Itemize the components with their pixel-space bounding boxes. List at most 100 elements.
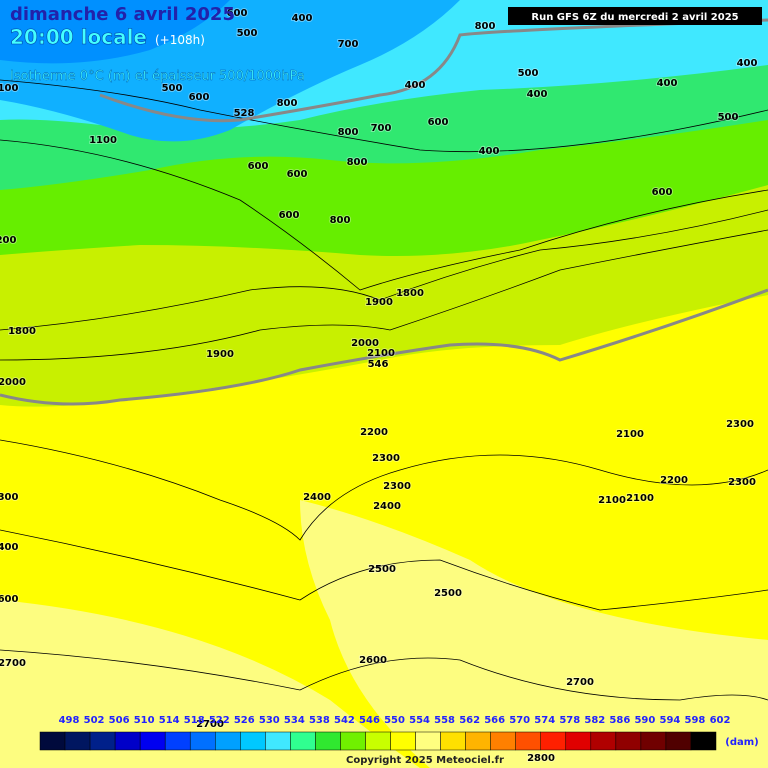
colorbar-label: 526 xyxy=(234,715,255,726)
contour-label: 2700 xyxy=(0,658,26,669)
contour-label: 600 xyxy=(287,169,308,180)
contour xyxy=(0,649,768,701)
colorbar-label: 518 xyxy=(184,715,205,726)
colorbar-swatch xyxy=(515,731,541,751)
colorbar-swatch xyxy=(590,731,617,751)
contour-label: 500 xyxy=(718,112,739,123)
contour xyxy=(0,529,768,611)
contour-label: 2600 xyxy=(359,655,387,666)
contour-label: 1100 xyxy=(89,135,117,146)
run-info: Run GFS 6Z du mercredi 2 avril 2025 xyxy=(531,12,738,23)
contour-label: 2800 xyxy=(527,753,555,764)
colorbar: 498 502 506 510 514 518 522 526 530 534 538 542 546 5… xyxy=(39,715,730,751)
contour xyxy=(0,209,768,331)
colorbar-label: 582 xyxy=(584,715,605,726)
colorbar-label: 522 xyxy=(209,715,230,726)
contours xyxy=(0,18,768,701)
colorbar-swatch xyxy=(114,731,141,751)
contour-label: 2100 xyxy=(626,493,654,504)
contour-label: 2700 xyxy=(196,719,224,730)
contour-label: 546 xyxy=(368,359,389,370)
colorbar-swatch xyxy=(390,731,416,751)
colorbar-label: 534 xyxy=(284,715,305,726)
contour-label: 1900 xyxy=(206,349,234,360)
contour-label: 2500 xyxy=(368,564,396,575)
band-pale xyxy=(300,500,768,768)
contour-label: 2500 xyxy=(434,588,462,599)
colorbar-label: 586 xyxy=(609,715,630,726)
contour-label: 1800 xyxy=(8,326,36,337)
contour-label: 2300 xyxy=(726,419,754,430)
colorbar-label: 542 xyxy=(334,715,355,726)
contour xyxy=(0,229,768,361)
colorbar-swatch xyxy=(415,731,441,751)
colorbar-swatch xyxy=(440,731,466,751)
contour-label: 2100 xyxy=(367,348,395,359)
colorbar-label: 570 xyxy=(509,715,530,726)
colorbar-unit: (dam) xyxy=(725,737,758,748)
contour-label: 400 xyxy=(657,78,678,89)
contour-label: 528 xyxy=(234,108,255,119)
contour-label: 400 xyxy=(292,13,313,24)
colorbar-swatch xyxy=(189,731,216,751)
contour-label: 2200 xyxy=(660,475,688,486)
contour-label: 300 xyxy=(0,492,18,503)
contour-label: 2000 xyxy=(0,377,26,388)
contour-label: 800 xyxy=(338,127,359,138)
colorbar-swatch xyxy=(290,731,316,751)
contour-label: 400 xyxy=(527,89,548,100)
contour-label: 2700 xyxy=(566,677,594,688)
colorbar-swatch xyxy=(265,731,291,751)
colorbar-swatch xyxy=(139,731,166,751)
contour xyxy=(0,79,768,153)
contour-label: 1800 xyxy=(396,288,424,299)
colorbar-label: 514 xyxy=(159,715,180,726)
colorbar-swatch xyxy=(690,731,717,751)
band-blue-2 xyxy=(0,0,230,64)
colorbar-label: 502 xyxy=(84,715,105,726)
contour-label: 500 xyxy=(162,83,183,94)
contour-label: 500 xyxy=(518,68,539,79)
colorbar-label: 530 xyxy=(259,715,280,726)
colorbar-label: 546 xyxy=(359,715,380,726)
colorbar-swatch xyxy=(665,731,692,751)
colorbar-label: 578 xyxy=(559,715,580,726)
contour-label: 800 xyxy=(475,21,496,32)
contour-label: 1900 xyxy=(365,297,393,308)
colorbar-swatch xyxy=(340,731,366,751)
colorbar-label: 594 xyxy=(659,715,680,726)
contour-label: 400 xyxy=(0,542,18,553)
colorbar-swatch xyxy=(89,731,116,751)
contour-labels: 600 400 500 800 700 500 400 400 400 400 500 100 500 6… xyxy=(0,7,758,765)
contour xyxy=(0,439,768,541)
contour-label: 800 xyxy=(347,157,368,168)
thickness-528-line xyxy=(99,18,768,123)
contour-label: 600 xyxy=(227,8,248,19)
time: 20:00 locale xyxy=(10,25,147,49)
band-pale xyxy=(0,600,420,768)
contour-label: 2300 xyxy=(728,477,756,488)
thickness-552-line xyxy=(0,288,768,406)
colorbar-swatch xyxy=(365,731,391,751)
contour-label: 100 xyxy=(0,83,18,94)
colorbar-label: 506 xyxy=(109,715,130,726)
contour xyxy=(0,139,768,291)
contour-label: 600 xyxy=(0,594,18,605)
lead-time: (+108h) xyxy=(155,33,205,47)
contour-label: 2300 xyxy=(383,481,411,492)
contour-label: 200 xyxy=(0,235,16,246)
contour-label: 400 xyxy=(737,58,758,69)
contour-label: 400 xyxy=(405,80,426,91)
contour-label: 2100 xyxy=(598,495,626,506)
colorbar-label: 574 xyxy=(534,715,555,726)
colorbar-swatch xyxy=(164,731,191,751)
contour-label: 2200 xyxy=(360,427,388,438)
contour-label: 600 xyxy=(279,210,300,221)
colorbar-swatch xyxy=(39,731,66,751)
colorbar-swatch xyxy=(615,731,642,751)
colorbar-label: 558 xyxy=(434,715,455,726)
colorbar-swatch xyxy=(540,731,567,751)
colorbar-swatch xyxy=(215,731,241,751)
contour-label: 600 xyxy=(652,187,673,198)
